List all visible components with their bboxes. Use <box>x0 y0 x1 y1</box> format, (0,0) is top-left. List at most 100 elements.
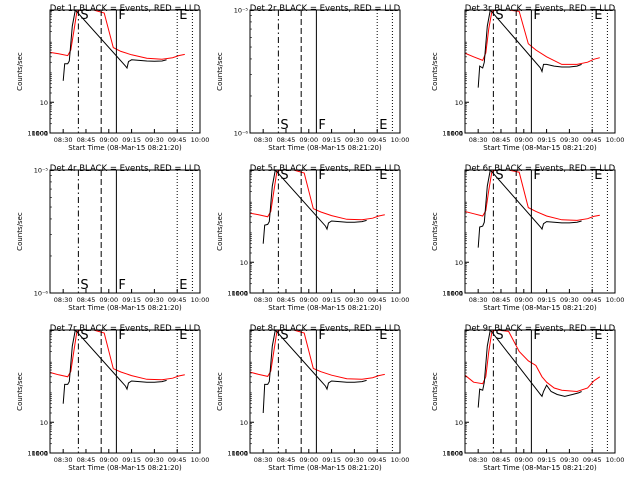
x-tick-label: 09:45 <box>583 456 602 464</box>
plot-frame <box>49 329 201 454</box>
event-marker-label-e: E <box>379 328 387 343</box>
x-tick-label: 08:30 <box>54 296 73 304</box>
x-axis-label: Start Time (08-Mar-15 08:21:20) <box>483 304 597 312</box>
x-tick-label: 10:00 <box>191 136 210 144</box>
x-tick-label: 09:15 <box>322 296 341 304</box>
x-tick-label: 09:45 <box>368 296 387 304</box>
event-marker-label-f: F <box>118 328 125 343</box>
event-marker-label-s: S <box>280 118 288 133</box>
y-tick-label: 1 <box>244 290 248 298</box>
y-axis-label: Counts/sec <box>431 212 439 251</box>
x-tick-label: 08:45 <box>492 456 511 464</box>
events-series-line-7 <box>62 330 167 404</box>
plot-frame <box>464 329 616 454</box>
y-axis-label: Counts/sec <box>216 52 224 91</box>
x-tick-label: 09:00 <box>299 456 318 464</box>
x-tick-label: 10:00 <box>606 296 625 304</box>
y-tick-label: 1000 <box>446 130 463 138</box>
x-tick-label: 10:00 <box>606 136 625 144</box>
event-marker-label-s: S <box>280 328 288 343</box>
plot-frame <box>464 9 616 134</box>
x-axis-label: Start Time (08-Mar-15 08:21:20) <box>268 304 382 312</box>
plot-frame <box>249 9 401 134</box>
x-tick-label: 09:30 <box>145 456 164 464</box>
panel-title: Det 6r BLACK = Events, RED = LLD <box>465 164 616 174</box>
event-marker-label-f: F <box>318 168 325 183</box>
events-series-line-8 <box>262 330 367 414</box>
y-tick-label: 10 <box>455 419 463 427</box>
event-marker-label-s: S <box>280 168 288 183</box>
x-tick-label: 08:45 <box>277 136 296 144</box>
y-tick-label: 100 <box>451 450 463 458</box>
events-series-line-5 <box>262 170 367 244</box>
x-axis-label: Start Time (08-Mar-15 08:21:20) <box>268 464 382 472</box>
y-tick-label: 1000 <box>446 450 463 458</box>
plot-frame <box>49 9 201 134</box>
y-tick-label: 10 <box>40 419 48 427</box>
y-axis-label: Counts/sec <box>16 52 24 91</box>
x-tick-label: 09:00 <box>299 296 318 304</box>
panel-det-4: S F E Det 4r BLACK = Events, RED = LLD 10⁻⁶ 1… <box>16 164 209 312</box>
x-tick-label: 10:00 <box>191 456 210 464</box>
y-tick-label: 10000 <box>227 450 248 458</box>
x-tick-label: 08:30 <box>54 136 73 144</box>
x-axis-label: Start Time (08-Mar-15 08:21:20) <box>483 144 597 152</box>
x-tick-label: 09:00 <box>99 296 118 304</box>
x-tick-label: 08:45 <box>492 296 511 304</box>
panel-title: Det 1r BLACK = Events, RED = LLD <box>50 4 201 14</box>
y-tick-label: 1000 <box>231 450 248 458</box>
y-axis-label: Counts/sec <box>431 372 439 411</box>
events-series-line-3 <box>477 10 582 88</box>
x-tick-label: 08:30 <box>469 456 488 464</box>
y-tick-label: 10⁻⁶ <box>34 290 49 298</box>
y-tick-label: 1 <box>459 290 463 298</box>
plot-frame <box>464 169 616 294</box>
x-tick-label: 09:45 <box>583 136 602 144</box>
y-tick-label: 10⁻⁵ <box>234 7 249 15</box>
y-tick-label: 10 <box>455 99 463 107</box>
x-tick-label: 09:15 <box>122 136 141 144</box>
y-axis-label: Counts/sec <box>16 372 24 411</box>
x-tick-label: 09:00 <box>514 456 533 464</box>
event-marker-label-f: F <box>318 118 325 133</box>
event-marker-label-f: F <box>318 328 325 343</box>
y-tick-label: 1000 <box>446 290 463 298</box>
x-tick-label: 09:15 <box>537 296 556 304</box>
y-tick-label: 10 <box>455 259 463 267</box>
y-tick-label: 1 <box>44 130 48 138</box>
event-marker-label-e: E <box>179 328 187 343</box>
event-marker-label-e: E <box>179 8 187 23</box>
y-tick-label: 10⁻⁵ <box>34 167 49 175</box>
plot-frame <box>249 169 401 294</box>
x-tick-label: 08:45 <box>77 296 96 304</box>
x-tick-label: 10:00 <box>391 456 410 464</box>
x-axis-label: Start Time (08-Mar-15 08:21:20) <box>483 464 597 472</box>
y-axis-label: Counts/sec <box>216 212 224 251</box>
y-tick-label: 10 <box>40 99 48 107</box>
events-series-line-6 <box>477 170 582 248</box>
y-tick-label: 10000 <box>227 290 248 298</box>
y-tick-label: 10 <box>240 259 248 267</box>
panel-title: Det 2r BLACK = Events, RED = LLD <box>250 4 401 14</box>
x-tick-label: 09:30 <box>145 136 164 144</box>
event-marker-label-s: S <box>495 168 503 183</box>
x-tick-label: 08:45 <box>77 456 96 464</box>
x-tick-label: 08:30 <box>254 456 273 464</box>
y-tick-label: 100 <box>451 290 463 298</box>
x-tick-label: 08:45 <box>77 136 96 144</box>
x-tick-label: 09:45 <box>168 136 187 144</box>
panel-det-2: S F E Det 2r BLACK = Events, RED = LLD 10⁻⁶ 1… <box>216 4 409 152</box>
x-tick-label: 09:45 <box>368 456 387 464</box>
y-tick-label: 100 <box>36 450 48 458</box>
y-tick-label: 100 <box>451 130 463 138</box>
y-tick-label: 100 <box>236 450 248 458</box>
x-tick-label: 09:00 <box>99 456 118 464</box>
y-tick-label: 10000 <box>27 450 48 458</box>
y-axis-label: Counts/sec <box>431 52 439 91</box>
x-tick-label: 08:45 <box>277 296 296 304</box>
x-tick-label: 08:30 <box>254 136 273 144</box>
x-tick-label: 10:00 <box>391 136 410 144</box>
x-tick-label: 09:30 <box>345 456 364 464</box>
x-tick-label: 10:00 <box>606 456 625 464</box>
